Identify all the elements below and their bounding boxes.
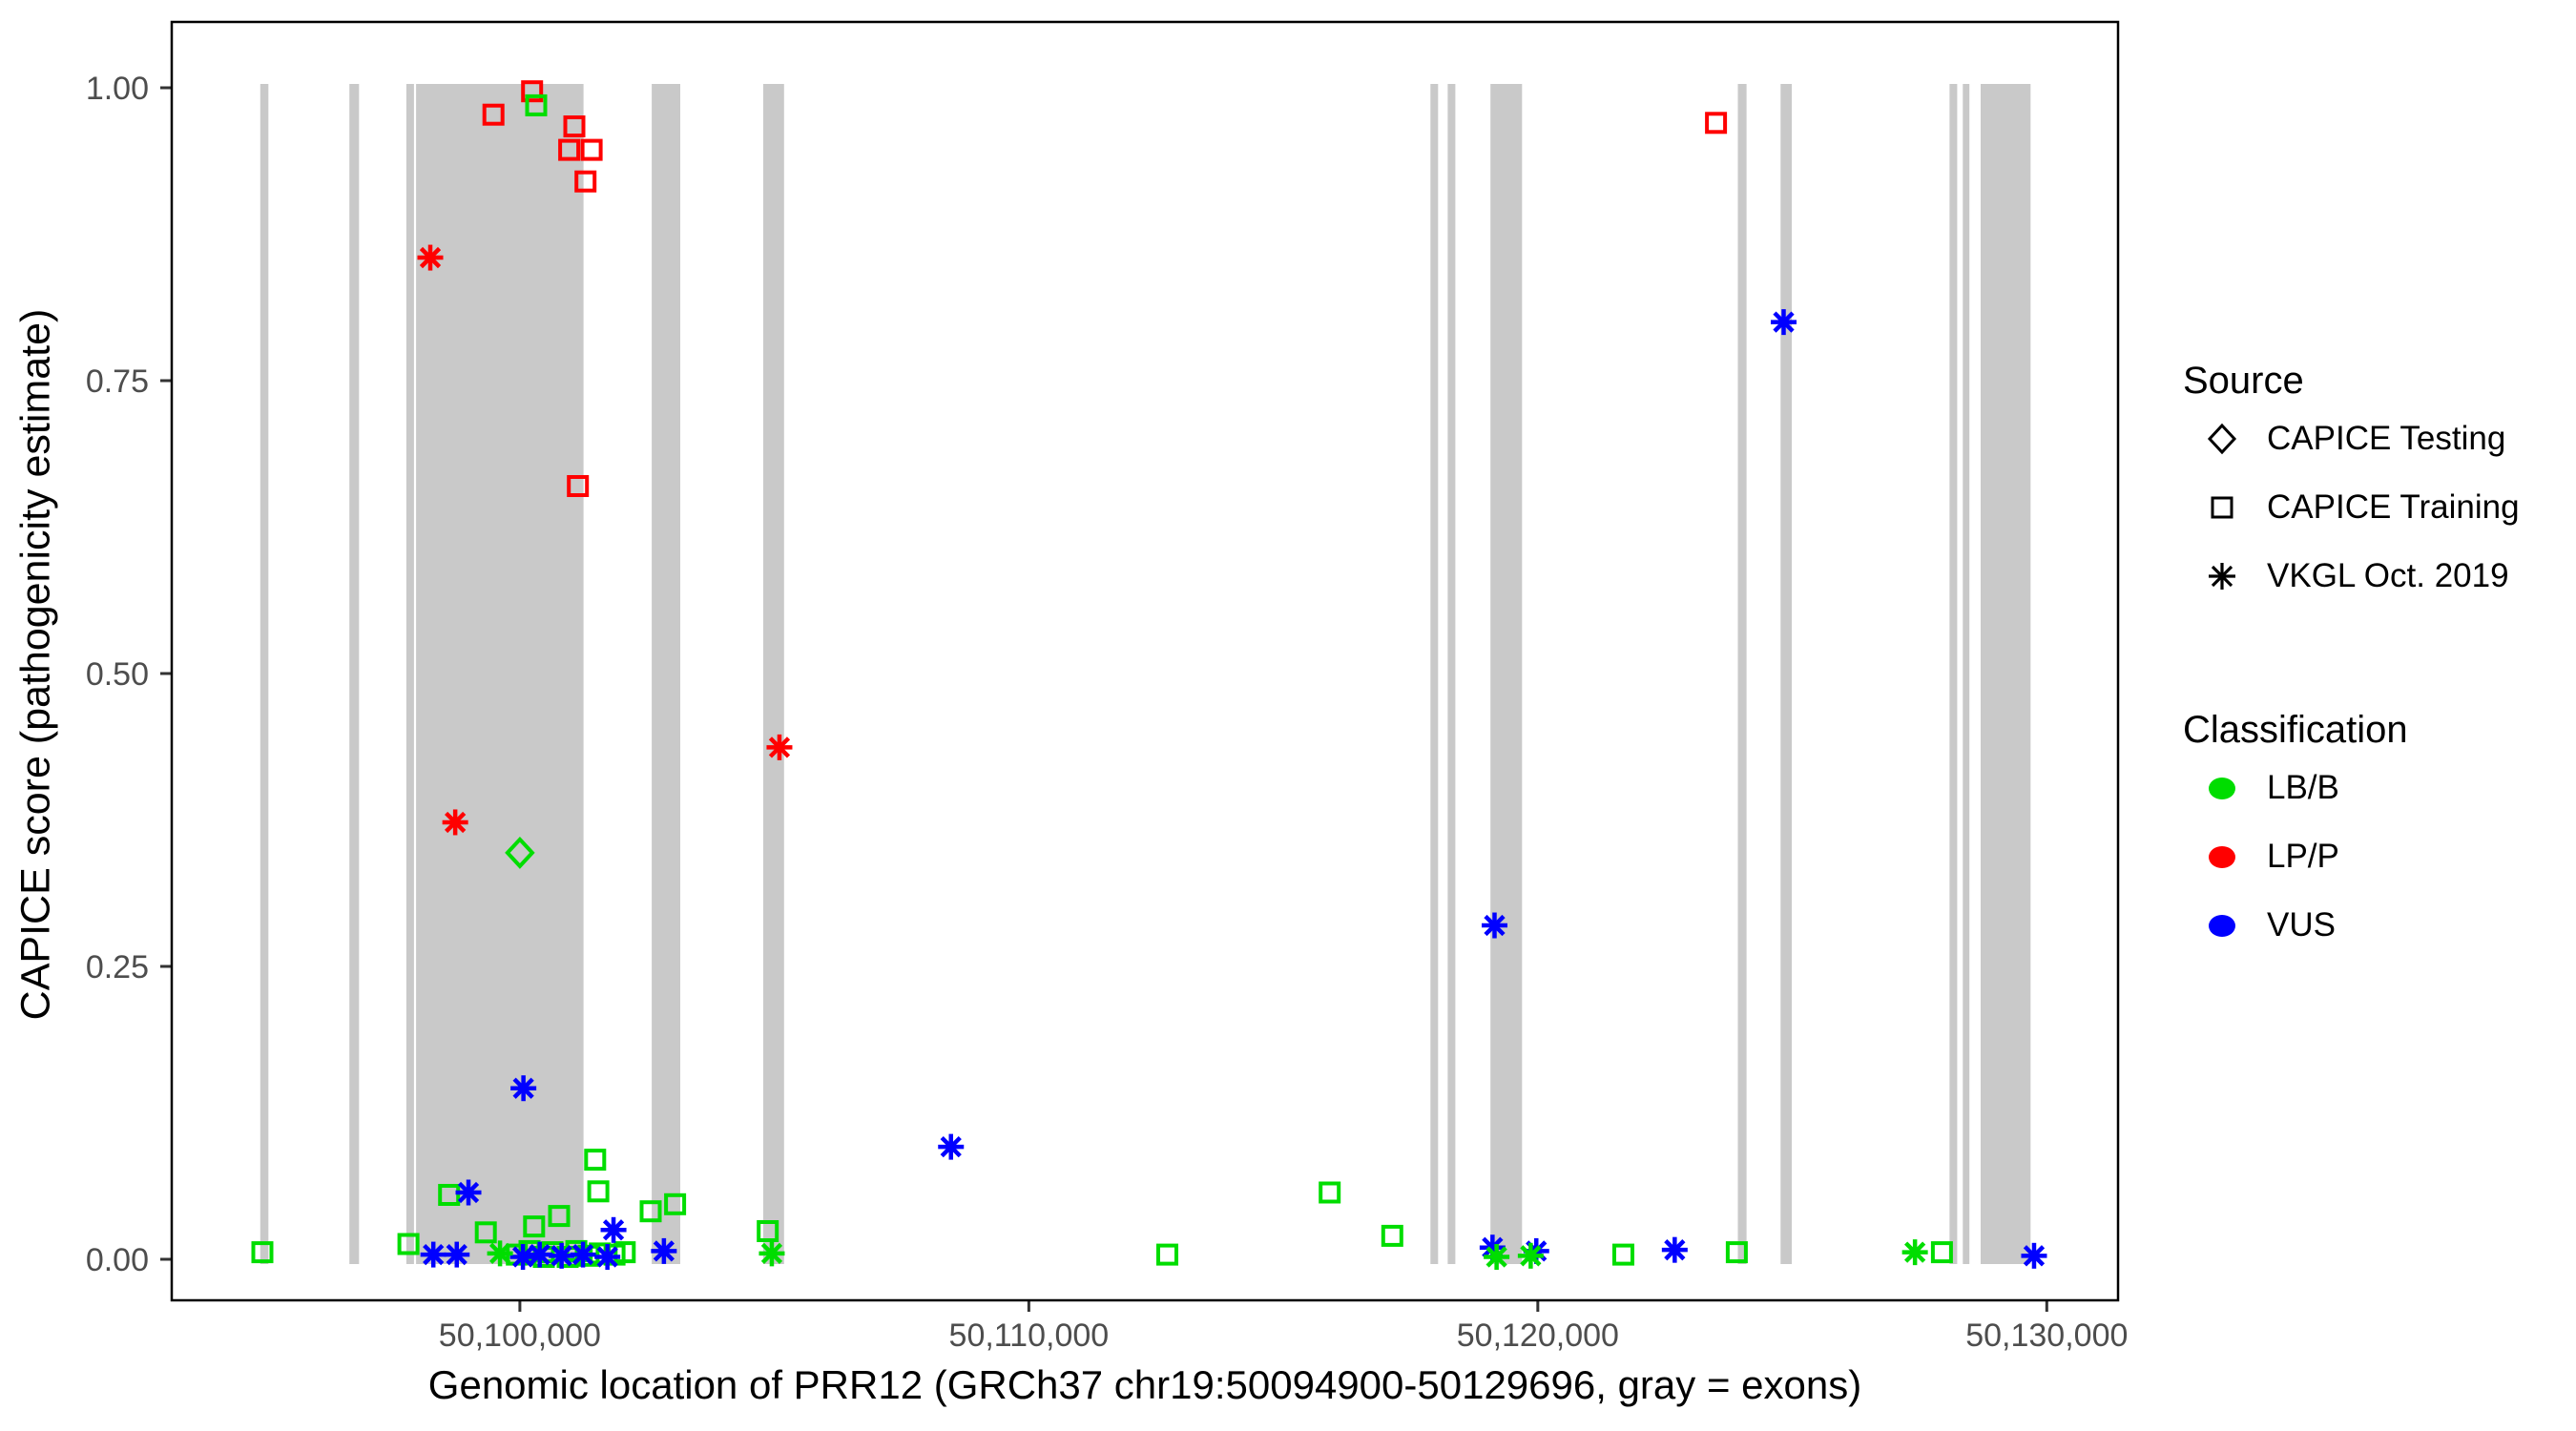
legend-item-label: LB/B: [2267, 769, 2339, 806]
legend-item-vus: VUS: [2183, 891, 2565, 960]
legend-item-vkgl: VKGL Oct. 2019: [2183, 542, 2565, 611]
vus-dot-icon: [2209, 914, 2235, 937]
exon-bands: [260, 84, 2031, 1264]
svg-text:0.50: 0.50: [86, 656, 149, 693]
svg-text:0.75: 0.75: [86, 363, 149, 400]
legend: Source CAPICE Testing CAPICE Training: [2183, 357, 2565, 960]
square-icon: [2200, 488, 2244, 527]
diamond-icon: [2200, 420, 2244, 458]
legend-item-lpp: LP/P: [2183, 822, 2565, 891]
lbb-dot-icon: [2209, 777, 2235, 799]
y-axis: 0.00 0.25 0.50 0.75 1.00: [86, 71, 172, 1278]
svg-text:0.25: 0.25: [86, 949, 149, 985]
svg-text:50,100,000: 50,100,000: [439, 1317, 601, 1354]
legend-item-label: VUS: [2267, 906, 2336, 944]
lpp-dot-icon: [2209, 845, 2235, 868]
legend-classification-title: Classification: [2183, 709, 2408, 751]
svg-text:0.00: 0.00: [86, 1242, 149, 1278]
legend-source-title: Source: [2183, 360, 2304, 402]
legend-item-capice-training: CAPICE Training: [2183, 473, 2565, 542]
panel-border: [170, 20, 2120, 1302]
svg-text:50,120,000: 50,120,000: [1457, 1317, 1619, 1354]
data-points: [251, 80, 2047, 1271]
legend-item-label: CAPICE Training: [2267, 488, 2520, 526]
svg-text:50,110,000: 50,110,000: [949, 1317, 1110, 1354]
legend-item-label: VKGL Oct. 2019: [2267, 557, 2509, 594]
legend-item-capice-testing: CAPICE Testing: [2183, 404, 2565, 473]
svg-text:1.00: 1.00: [86, 71, 149, 107]
y-axis-title: CAPICE score (pathogenicity estimate): [12, 308, 59, 1021]
x-axis: 50,100,000 50,110,000 50,120,000 50,130,000: [439, 1300, 2128, 1354]
legend-item-label: LP/P: [2267, 838, 2339, 875]
asterisk-icon: [2200, 557, 2244, 595]
legend-item-label: CAPICE Testing: [2267, 420, 2506, 457]
legend-item-lbb: LB/B: [2183, 754, 2565, 822]
svg-text:50,130,000: 50,130,000: [1965, 1317, 2128, 1354]
x-axis-title: Genomic location of PRR12 (GRCh37 chr19:…: [427, 1362, 1862, 1407]
